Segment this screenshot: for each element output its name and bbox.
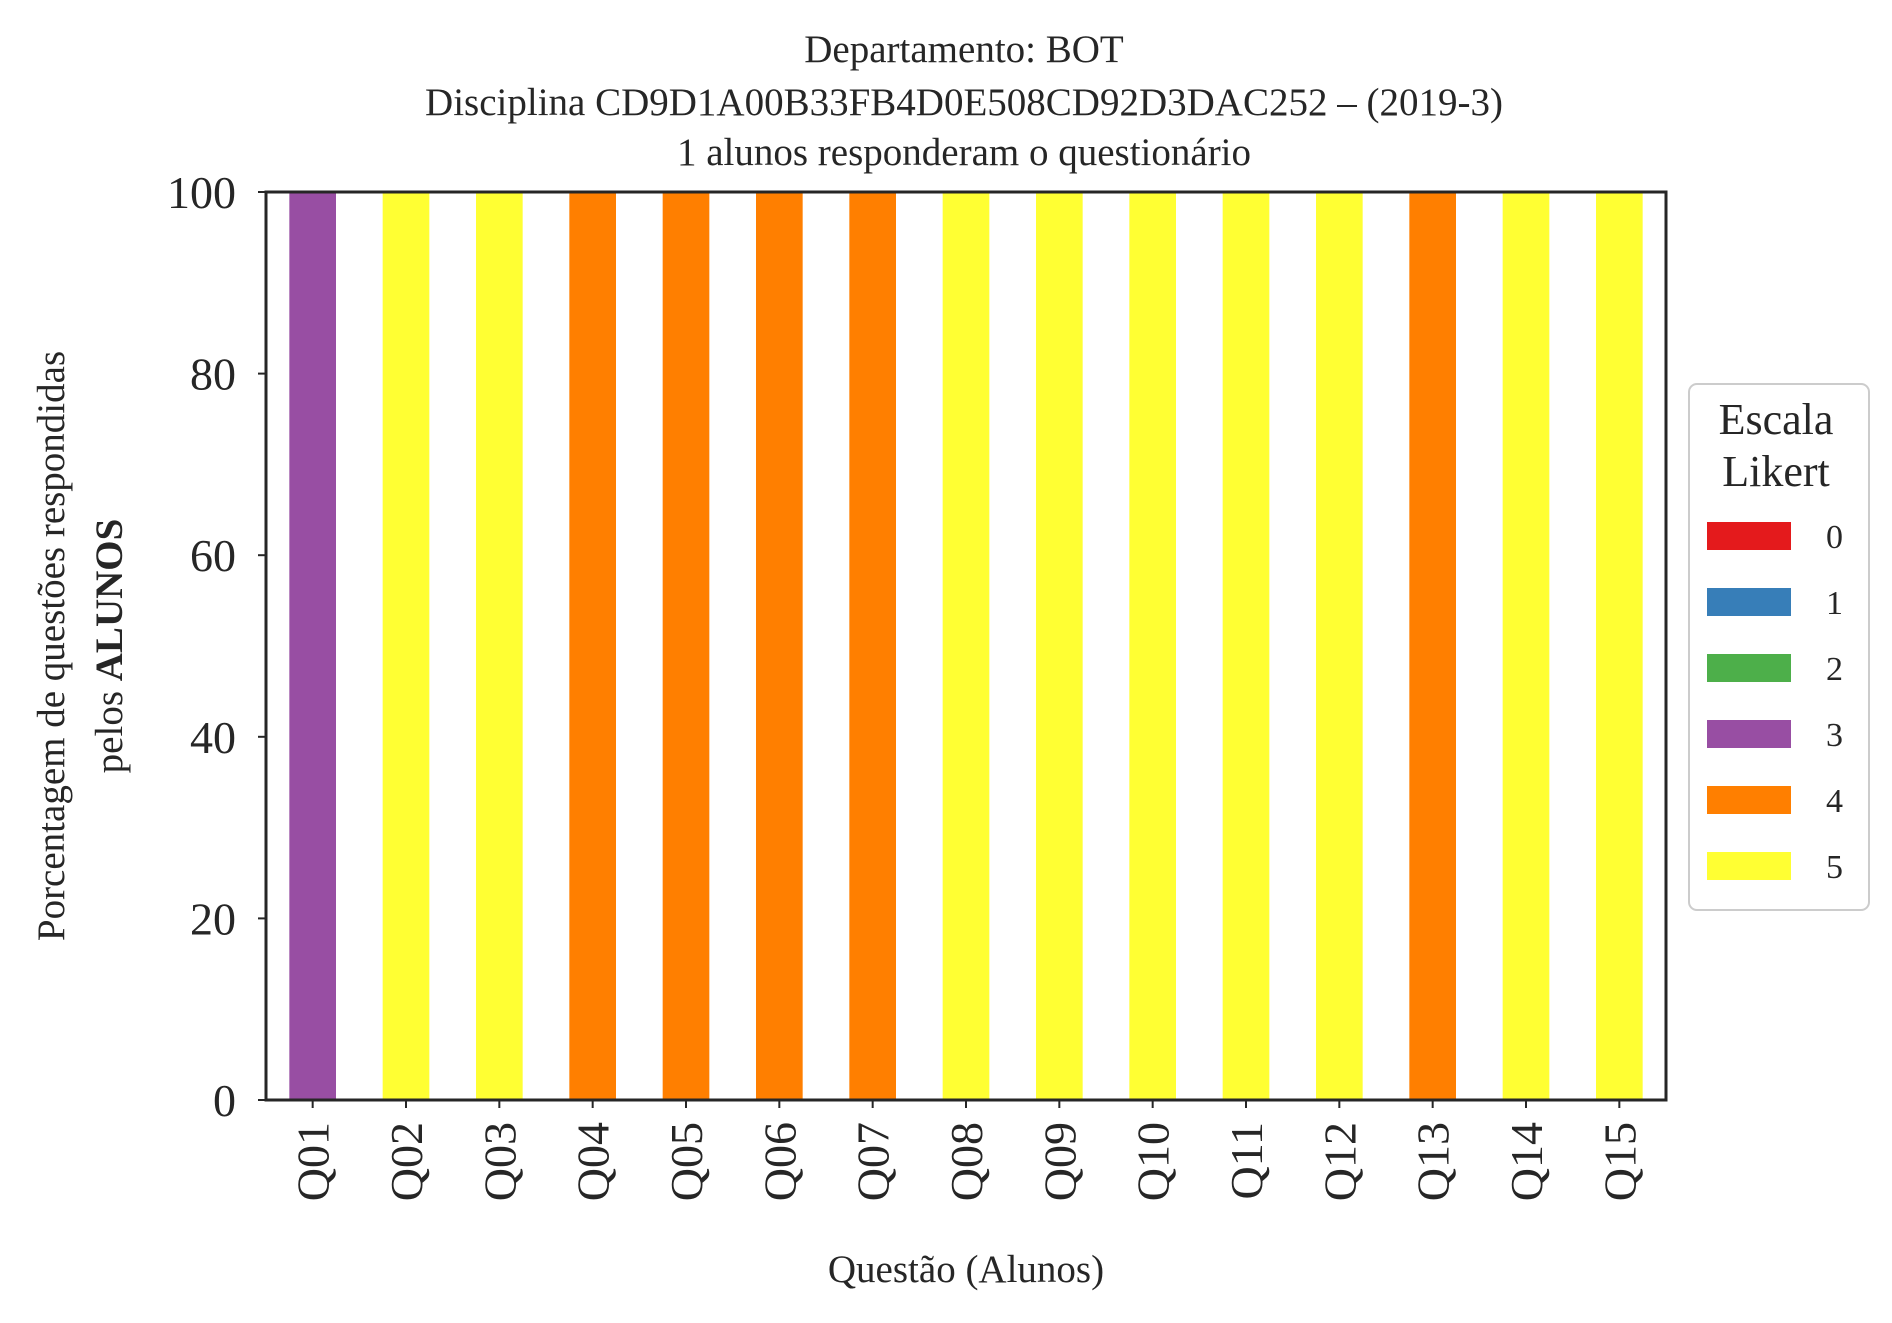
bar-q15-likert-5 [1596, 192, 1643, 1100]
x-tick-label-q01: Q01 [288, 1122, 339, 1201]
legend-label-4: 4 [1826, 783, 1843, 820]
y-axis-label-line-1: Porcentagem de questões respondidas [30, 351, 73, 941]
bar-q01-likert-3 [289, 192, 336, 1100]
legend-label-5: 5 [1826, 849, 1843, 886]
x-tick-label-q15: Q15 [1594, 1122, 1645, 1201]
y-tick-label: 80 [190, 349, 236, 400]
x-tick-label-q03: Q03 [474, 1122, 525, 1201]
x-tick-label-q07: Q07 [848, 1122, 899, 1201]
bar-q13-likert-4 [1409, 192, 1456, 1100]
y-axis-label-prefix: pelos [88, 681, 131, 773]
legend: Escala Likert 0 1 2 3 4 5 [1688, 383, 1870, 911]
bar-q08-likert-5 [942, 192, 990, 1100]
bar-q06-likert-4 [756, 192, 803, 1100]
bar-q14-likert-5 [1502, 192, 1550, 1100]
legend-swatch-5 [1707, 852, 1791, 880]
x-tick-label-q06: Q06 [754, 1122, 805, 1201]
x-tick-label-q09: Q09 [1034, 1122, 1085, 1201]
legend-title-line-2: Likert [1722, 447, 1830, 496]
legend-swatch-1 [1707, 588, 1791, 616]
x-axis-label: Questão (Alunos) [828, 1248, 1104, 1291]
plot-frame [264, 190, 1668, 1102]
bar-q02-likert-5 [382, 192, 430, 1100]
x-tick-label-q13: Q13 [1408, 1122, 1459, 1201]
legend-items: 0 1 2 3 4 5 [1707, 519, 1843, 886]
x-tick-label-q05: Q05 [661, 1122, 712, 1201]
legend-swatch-2 [1707, 654, 1791, 682]
bar-q07-likert-4 [849, 192, 896, 1100]
legend-label-0: 0 [1826, 519, 1843, 556]
y-tick-label: 40 [190, 712, 236, 763]
legend-swatch-0 [1707, 522, 1791, 550]
x-tick-label-q04: Q04 [568, 1122, 619, 1201]
y-axis-label-bold: ALUNOS [88, 519, 131, 682]
x-tick-label-q12: Q12 [1314, 1122, 1365, 1201]
y-tick-label: 20 [190, 893, 236, 944]
bar-q10-likert-5 [1129, 192, 1176, 1100]
y-axis-label-line-2: pelos ALUNOS [88, 519, 131, 774]
bar-q05-likert-4 [662, 192, 710, 1100]
title-line-2: Disciplina CD9D1A00B33FB4D0E508CD92D3DAC… [425, 81, 1503, 124]
legend-label-2: 2 [1826, 651, 1843, 688]
title-line-3: 1 alunos responderam o questionário [677, 131, 1251, 174]
bars-layer [289, 192, 1643, 1100]
x-tick-label-q08: Q08 [941, 1122, 992, 1201]
x-tick-label-q14: Q14 [1501, 1122, 1552, 1201]
y-tick-label: 60 [190, 530, 236, 581]
legend-label-1: 1 [1826, 585, 1843, 622]
y-axis-ticks: 0 20 40 60 80 100 [167, 167, 266, 1126]
y-axis-label: Porcentagem de questões respondidas pelo… [30, 351, 131, 941]
legend-swatch-3 [1707, 720, 1791, 748]
bar-q03-likert-5 [476, 192, 523, 1100]
bar-q11-likert-5 [1222, 192, 1270, 1100]
x-tick-label-q10: Q10 [1128, 1122, 1179, 1201]
x-axis-ticks: Q01 Q02 Q03 Q04 Q05 Q06 Q07 Q08 Q09 Q10 Q11 Q12 Q13 Q… [288, 1100, 1645, 1201]
legend-swatch-4 [1707, 786, 1791, 814]
title-line-1: Departamento: BOT [804, 28, 1124, 71]
chart-title: Departamento: BOT Disciplina CD9D1A00B33… [425, 28, 1503, 174]
bar-q12-likert-5 [1316, 192, 1363, 1100]
x-tick-label-q02: Q02 [381, 1122, 432, 1201]
bar-q09-likert-5 [1036, 192, 1083, 1100]
y-tick-label: 100 [167, 167, 236, 218]
x-tick-label-q11: Q11 [1221, 1122, 1272, 1200]
legend-title-line-1: Escala [1719, 395, 1834, 444]
y-tick-label: 0 [213, 1075, 236, 1126]
legend-label-3: 3 [1826, 717, 1843, 754]
bar-q04-likert-4 [569, 192, 616, 1100]
legend-box [1688, 383, 1870, 911]
